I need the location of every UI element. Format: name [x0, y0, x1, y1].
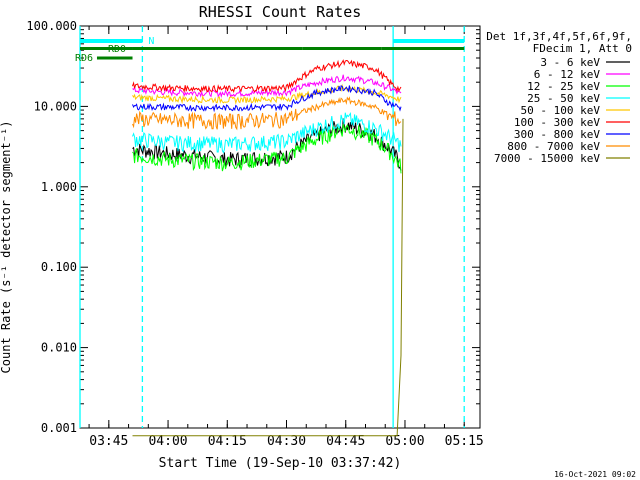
- series-line: [132, 112, 402, 154]
- series-line: [132, 74, 402, 99]
- x-tick-label: 04:45: [326, 434, 365, 449]
- legend-label: 12 - 25 keV: [527, 80, 600, 93]
- series-line: [132, 118, 404, 437]
- x-tick-label: 03:45: [89, 434, 128, 449]
- legend-header-line-1: Det 1f,3f,4f,5f,6f,9f,: [486, 30, 632, 43]
- series-line: [132, 85, 402, 113]
- legend-label: 100 - 300 keV: [514, 116, 600, 129]
- rd6-label: RD6: [75, 53, 93, 64]
- y-tick-label: 1.000: [41, 180, 77, 194]
- legend-label: 300 - 800 keV: [514, 128, 600, 141]
- x-axis-label: Start Time (19-Sep-10 03:37:42): [159, 456, 402, 471]
- legend-header-line-2: FDecim 1, Att 0: [533, 42, 632, 55]
- y-tick-label: 0.100: [41, 260, 77, 274]
- x-tick-label: 04:30: [267, 434, 306, 449]
- y-tick-label: 10.000: [34, 99, 77, 113]
- legend-label: 25 - 50 keV: [527, 92, 600, 105]
- chart-title: RHESSI Count Rates: [199, 3, 362, 21]
- series-line: [132, 123, 402, 174]
- y-tick-label: 100.000: [26, 19, 77, 33]
- x-tick-label: 04:15: [208, 434, 247, 449]
- night-marker-label: N: [148, 36, 154, 47]
- legend-label: 50 - 100 keV: [521, 104, 601, 117]
- x-tick-label: 04:00: [148, 434, 187, 449]
- y-tick-label: 0.010: [41, 341, 77, 355]
- series-line: [132, 118, 402, 171]
- series-line: [132, 96, 402, 131]
- legend-label: 7000 - 15000 keV: [494, 152, 600, 165]
- legend-label: 800 - 7000 keV: [507, 140, 600, 153]
- y-axis-label: Count Rate (s⁻¹ detector segment⁻¹): [0, 121, 13, 374]
- footer-date: 16-Oct-2021 09:02: [554, 470, 636, 479]
- x-tick-label: 05:15: [445, 434, 484, 449]
- x-tick-label: 05:00: [385, 434, 424, 449]
- series-line: [132, 59, 402, 94]
- rd0-label: RD0: [108, 44, 126, 55]
- legend-label: 3 - 6 keV: [540, 56, 600, 69]
- legend-label: 6 - 12 keV: [534, 68, 601, 81]
- y-tick-label: 0.001: [41, 421, 77, 435]
